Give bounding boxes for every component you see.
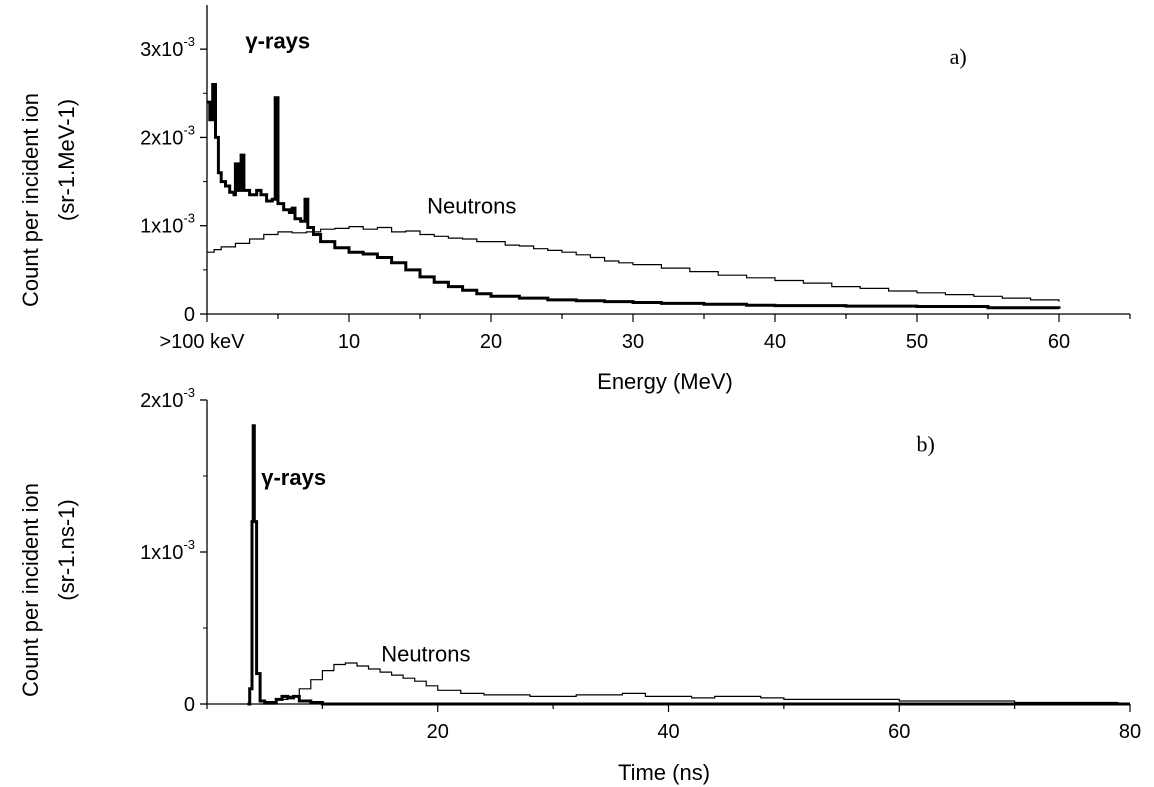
panel-a-y-tick-label: 2x10-3 <box>140 122 195 149</box>
panel-b-annotation-gamma-rays: γ-rays <box>261 465 326 490</box>
panel-a-x-tick-label: 20 <box>480 331 502 353</box>
panel-a-annotation-panel-label: a) <box>950 44 967 69</box>
panel-b-y-ticks: 0 1x10-3 2x10-3 <box>140 385 207 716</box>
panel-b-x-tick-label: 80 <box>1119 721 1141 743</box>
panel-a-y-axis-title-line2: (sr-1.MeV-1) <box>54 99 79 221</box>
panel-b-y-axis-title-line2: (sr-1.ns-1) <box>54 499 79 600</box>
panel-a-x-axis-title: Energy (MeV) <box>597 369 733 394</box>
panel-a-annotation-gamma-rays: γ-rays <box>245 28 310 53</box>
panel-b-y-axis-title-line1: Count per incident ion <box>18 483 43 697</box>
panel-b-x-ticks: 20 40 60 80 <box>206 704 1141 743</box>
panel-a-y-tick-label: 1x10-3 <box>140 211 195 238</box>
panel-b-y-tick-label: 0 <box>184 694 195 716</box>
panel-a-series <box>207 83 1061 310</box>
panel-a-y-axis-title-line1: Count per incident ion <box>18 93 43 307</box>
panel-b-x-tick-label: 40 <box>657 721 679 743</box>
panel-b-annotation-neutrons: Neutrons <box>381 641 470 666</box>
panel-a-series-gamma-rays-line <box>207 83 1061 310</box>
panel-a-x-tick-label: 40 <box>764 331 786 353</box>
panel-b-series <box>247 424 1130 706</box>
panel-a-series-neutrons-line <box>207 226 1060 302</box>
panel-b-y-tick-label: 2x10-3 <box>140 385 195 412</box>
panel-a-energy-spectrum: 0 1x10-3 2x10-3 3x10-3 >100 keV 10 20 30 40 50 60… <box>18 5 1131 394</box>
panel-a-x-tick-label: >100 keV <box>159 331 245 353</box>
panel-b-x-tick-label: 20 <box>427 721 449 743</box>
panel-b-y-tick-label: 1x10-3 <box>140 537 195 564</box>
panel-a-annotation-neutrons: Neutrons <box>427 193 516 218</box>
panel-a-y-tick-label: 3x10-3 <box>140 34 195 61</box>
panel-a-x-ticks: >100 keV 10 20 30 40 50 60 <box>159 314 1131 353</box>
panel-a-x-tick-label: 30 <box>622 331 644 353</box>
panel-a-annotations: γ-rays Neutrons a) <box>245 28 966 218</box>
panel-a-x-tick-label: 50 <box>906 331 928 353</box>
panel-a-y-tick-label: 0 <box>184 304 195 326</box>
panel-b-annotations: γ-rays Neutrons b) <box>261 432 935 667</box>
panel-a-x-tick-label: 60 <box>1048 331 1070 353</box>
panel-a-y-ticks: 0 1x10-3 2x10-3 3x10-3 <box>140 34 207 326</box>
panel-b-series-neutrons-line <box>262 662 1119 705</box>
panel-b-annotation-panel-label: b) <box>917 432 935 457</box>
panel-a-x-tick-label: 10 <box>338 331 360 353</box>
panel-b-x-axis-title: Time (ns) <box>618 760 710 785</box>
panel-b-x-tick-label: 60 <box>888 721 910 743</box>
